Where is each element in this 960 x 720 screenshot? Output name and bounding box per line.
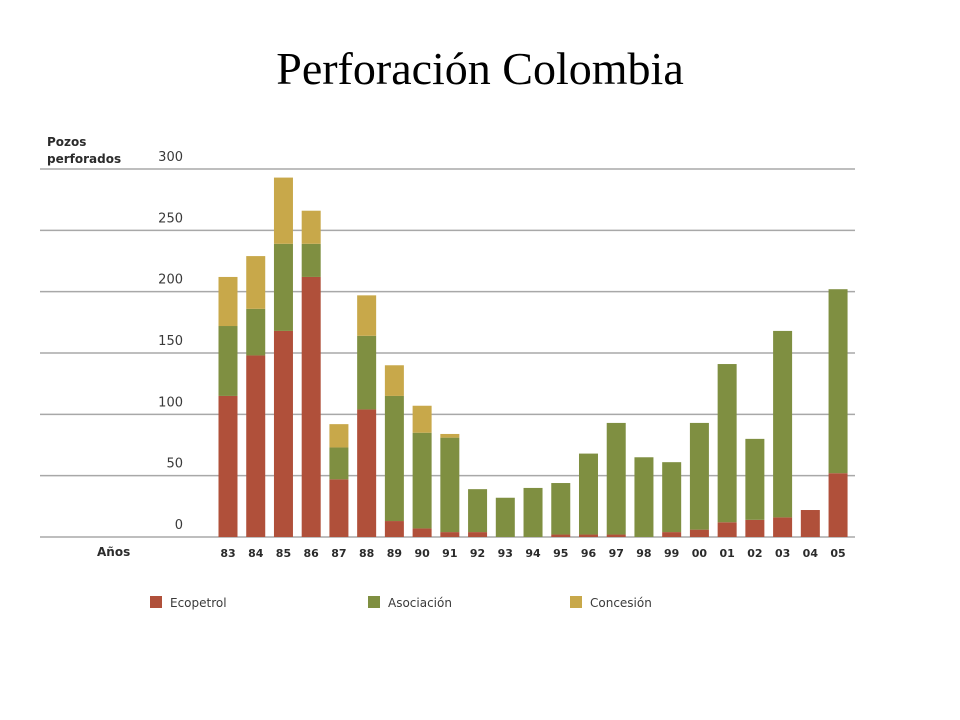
x-tick-label: 03	[775, 547, 790, 560]
bar-asociacion-92	[468, 489, 488, 533]
bar-concesion-89	[384, 365, 404, 396]
bar-asociacion-84	[246, 308, 266, 356]
bar-concesion-87	[329, 424, 349, 448]
bar-asociacion-86	[301, 243, 321, 277]
bar-ecopetrol-84	[246, 355, 266, 537]
y-tick-label: 200	[158, 273, 183, 288]
x-tick-label: 94	[525, 547, 541, 560]
x-tick-labels: 83 84 85 86 87 88 89 90 91 92 93 94 95 96 97 98 99 00 01 02…	[220, 547, 845, 560]
bar-asociacion-98	[634, 457, 654, 537]
bar-ecopetrol-01	[717, 522, 737, 537]
bar-asociacion-85	[273, 243, 293, 331]
bar-concesion-91	[440, 433, 460, 438]
x-tick-label: 83	[220, 547, 235, 560]
x-tick-label: 93	[498, 547, 513, 560]
x-tick-label: 97	[609, 547, 624, 560]
legend-label: Concesión	[590, 596, 652, 610]
bar-ecopetrol-05	[828, 473, 848, 537]
bar-asociacion-96	[578, 453, 598, 535]
x-tick-label: 00	[692, 547, 708, 560]
x-tick-label: 89	[387, 547, 402, 560]
y-tick-label: 150	[158, 334, 183, 349]
x-tick-label: 88	[359, 547, 374, 560]
legend-label: Asociación	[388, 596, 452, 610]
y-axis-title-line2: perforados	[47, 152, 121, 166]
x-tick-label: 87	[331, 547, 346, 560]
bar-asociacion-01	[717, 364, 737, 523]
y-axis-title-line1: Pozos	[47, 135, 86, 149]
bar-asociacion-89	[384, 395, 404, 522]
x-tick-label: 91	[442, 547, 457, 560]
bar-asociacion-03	[773, 330, 793, 518]
bars	[218, 177, 848, 537]
x-tick-label: 84	[248, 547, 264, 560]
legend: Ecopetrol Asociación Concesión	[150, 596, 652, 610]
bar-ecopetrol-97	[606, 534, 626, 537]
bar-ecopetrol-87	[329, 479, 349, 537]
bar-asociacion-91	[440, 437, 460, 533]
chart-title: Perforación Colombia	[276, 43, 684, 94]
bar-ecopetrol-90	[412, 528, 432, 537]
legend-swatch	[570, 596, 582, 608]
x-tick-label: 02	[747, 547, 762, 560]
x-tick-label: 01	[719, 547, 734, 560]
x-tick-label: 99	[664, 547, 679, 560]
bar-ecopetrol-00	[689, 529, 709, 537]
bar-concesion-85	[273, 177, 293, 244]
bar-ecopetrol-04	[800, 510, 820, 537]
bar-ecopetrol-88	[357, 409, 377, 537]
bar-asociacion-00	[689, 422, 709, 530]
bar-ecopetrol-89	[384, 521, 404, 537]
bar-concesion-88	[357, 295, 377, 336]
bar-concesion-90	[412, 405, 432, 433]
bar-asociacion-99	[662, 462, 682, 533]
bar-concesion-86	[301, 210, 321, 244]
y-tick-labels: 0 50 100 150 200 250 300	[158, 150, 183, 533]
x-axis-title: Años	[97, 545, 130, 559]
bar-ecopetrol-02	[745, 519, 765, 537]
bar-asociacion-90	[412, 432, 432, 529]
bar-asociacion-05	[828, 289, 848, 474]
x-tick-label: 04	[803, 547, 819, 560]
bar-ecopetrol-83	[218, 395, 238, 537]
bar-ecopetrol-92	[468, 532, 488, 537]
bar-ecopetrol-96	[578, 534, 598, 537]
bar-asociacion-93	[495, 497, 515, 537]
bar-asociacion-95	[551, 483, 571, 535]
bar-ecopetrol-85	[273, 330, 293, 537]
legend-label: Ecopetrol	[170, 596, 227, 610]
y-tick-label: 250	[158, 211, 183, 226]
bar-ecopetrol-86	[301, 276, 321, 537]
bar-asociacion-97	[606, 422, 626, 535]
bar-concesion-84	[246, 256, 266, 309]
bar-ecopetrol-95	[551, 534, 571, 537]
x-tick-label: 05	[830, 547, 845, 560]
x-tick-label: 96	[581, 547, 597, 560]
bar-asociacion-83	[218, 326, 238, 396]
x-tick-label: 92	[470, 547, 485, 560]
y-tick-label: 300	[158, 150, 183, 165]
bar-ecopetrol-91	[440, 532, 460, 537]
x-tick-label: 85	[276, 547, 291, 560]
y-tick-label: 100	[158, 395, 183, 410]
y-tick-label: 0	[175, 518, 183, 533]
x-tick-label: 90	[414, 547, 430, 560]
bar-asociacion-02	[745, 438, 765, 520]
bar-asociacion-88	[357, 335, 377, 410]
x-tick-label: 98	[636, 547, 651, 560]
legend-swatch	[150, 596, 162, 608]
x-tick-label: 95	[553, 547, 568, 560]
x-tick-label: 86	[304, 547, 320, 560]
bar-ecopetrol-99	[662, 532, 682, 537]
bar-asociacion-87	[329, 447, 349, 480]
y-tick-label: 50	[166, 457, 183, 472]
legend-swatch	[368, 596, 380, 608]
bar-asociacion-94	[523, 487, 543, 537]
bar-ecopetrol-03	[773, 517, 793, 537]
bar-concesion-83	[218, 276, 238, 327]
